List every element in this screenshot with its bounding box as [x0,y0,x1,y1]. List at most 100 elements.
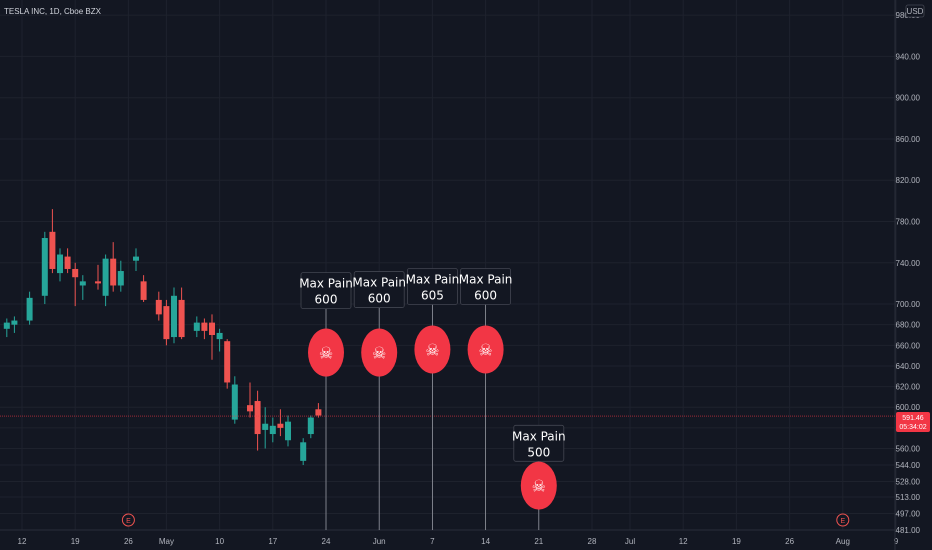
y-tick-label: 481.00 [896,526,921,535]
x-tick-label: 21 [534,537,543,546]
candle [307,415,314,439]
candle [79,275,86,300]
y-tick-label: 740.00 [896,259,921,268]
candle-body [133,256,139,261]
skull-icon: ☠ [319,344,333,363]
x-tick-label: 12 [18,537,27,546]
y-tick-label: 544.00 [896,461,921,470]
y-axis[interactable]: 481.00497.00513.00528.00544.00560.00580.… [894,0,921,550]
x-tick-label: 9 [894,537,899,546]
earnings-label: E [126,518,131,525]
y-tick-label: 528.00 [896,478,921,487]
x-tick-label: May [159,537,174,546]
candle [11,316,18,333]
candle-body [224,341,231,383]
max-pain-value: 600 [315,293,338,307]
candle-body [178,299,185,338]
candle [49,209,56,274]
currency-button[interactable]: USD [905,4,925,18]
max-pain-label-box [513,424,565,462]
candle-body [300,442,307,461]
y-tick-label: 600.00 [896,403,921,412]
y-tick-label: 820.00 [896,176,921,185]
candle [57,248,63,282]
x-tick-label: 19 [732,537,741,546]
price-badge: 591.46 05:34:02 [896,412,930,433]
candle-body [231,384,238,420]
candle-body [254,401,261,435]
candle [72,262,79,307]
candle [163,299,170,346]
y-tick-label: 660.00 [896,341,921,350]
candle [300,438,307,465]
candle [254,390,261,451]
max-pain-marker: Max Pain 600 ☠ [299,272,353,530]
max-pain-title: Max Pain [352,276,406,290]
candle [277,409,284,437]
candle [209,314,215,360]
earnings-label: E [840,518,845,525]
candle-body [193,322,200,331]
candles [3,209,322,465]
y-tick-label: 700.00 [896,300,921,309]
candle-body [285,421,291,441]
max-pain-value: 600 [474,288,497,302]
candle [171,287,177,344]
price-badge-bg [896,412,930,433]
candle-body [171,295,177,338]
candle [247,382,253,418]
max-pain-label-box [460,268,512,305]
x-axis[interactable]: 12 19 26 May 10 17 24 Jun 7 14 21 28 Jul 12 19 26 Aug 9 [0,529,899,546]
y-tick-label: 513.00 [896,493,921,502]
x-tick-label: 26 [124,537,133,546]
candle-body [155,299,162,315]
candle-body [3,322,10,329]
candle [178,287,185,340]
skull-marker [467,325,504,374]
y-tick-label: 780.00 [896,218,921,227]
max-pain-title: Max Pain [406,272,460,286]
max-pain-label-box [300,272,352,310]
candle-body [201,322,208,331]
candle [102,254,109,307]
candle [155,291,162,321]
candle-body [79,281,86,286]
x-tick-label: Jul [625,537,635,546]
candle [216,328,223,352]
y-tick-label: 900.00 [896,94,921,103]
max-pain-marker: Max Pain 600 ☠ [459,268,512,530]
max-pain-value: 600 [368,292,391,306]
candle [26,291,33,325]
y-tick-label: 560.00 [896,444,921,453]
candle-body [11,320,18,325]
max-pain-value: 605 [421,288,444,302]
candle-body [26,297,33,321]
skull-marker [520,461,557,510]
x-tick-label: 28 [588,537,597,546]
candle [315,403,322,418]
price-badge-price: 591.46 [902,415,924,422]
candle-body [262,423,269,430]
y-tick-label: 497.00 [896,509,921,518]
candle-body [41,238,48,296]
candle-body [110,258,117,286]
y-tick-label: 940.00 [896,52,921,61]
candle [193,316,200,338]
skull-marker [308,328,344,377]
earnings-marker: E [836,513,850,527]
candle-body [163,306,170,340]
candle-body [102,258,109,296]
y-tick-label: 860.00 [896,135,921,144]
candle-body [57,254,63,274]
max-pain-label-box [353,271,405,308]
candle [224,339,231,389]
x-tick-label: 26 [785,537,794,546]
x-tick-label: 12 [679,537,688,546]
candle [117,260,124,292]
x-tick-label: 14 [481,537,490,546]
candle [285,415,291,447]
candle [133,248,139,272]
candle [95,264,101,290]
